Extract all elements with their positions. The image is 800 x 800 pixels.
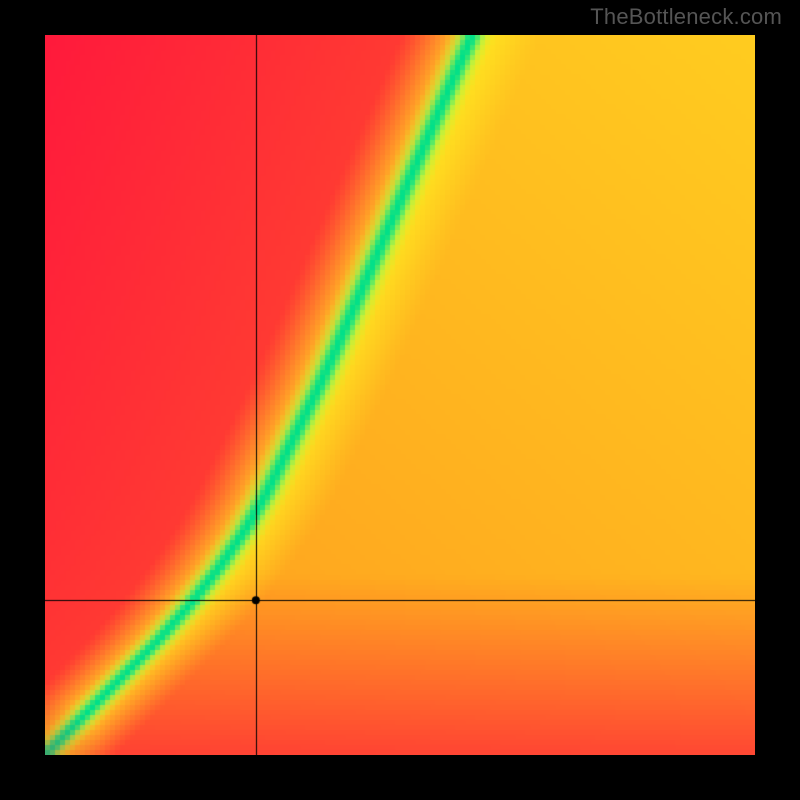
bottleneck-heatmap (45, 35, 755, 755)
watermark-label: TheBottleneck.com (590, 4, 782, 30)
